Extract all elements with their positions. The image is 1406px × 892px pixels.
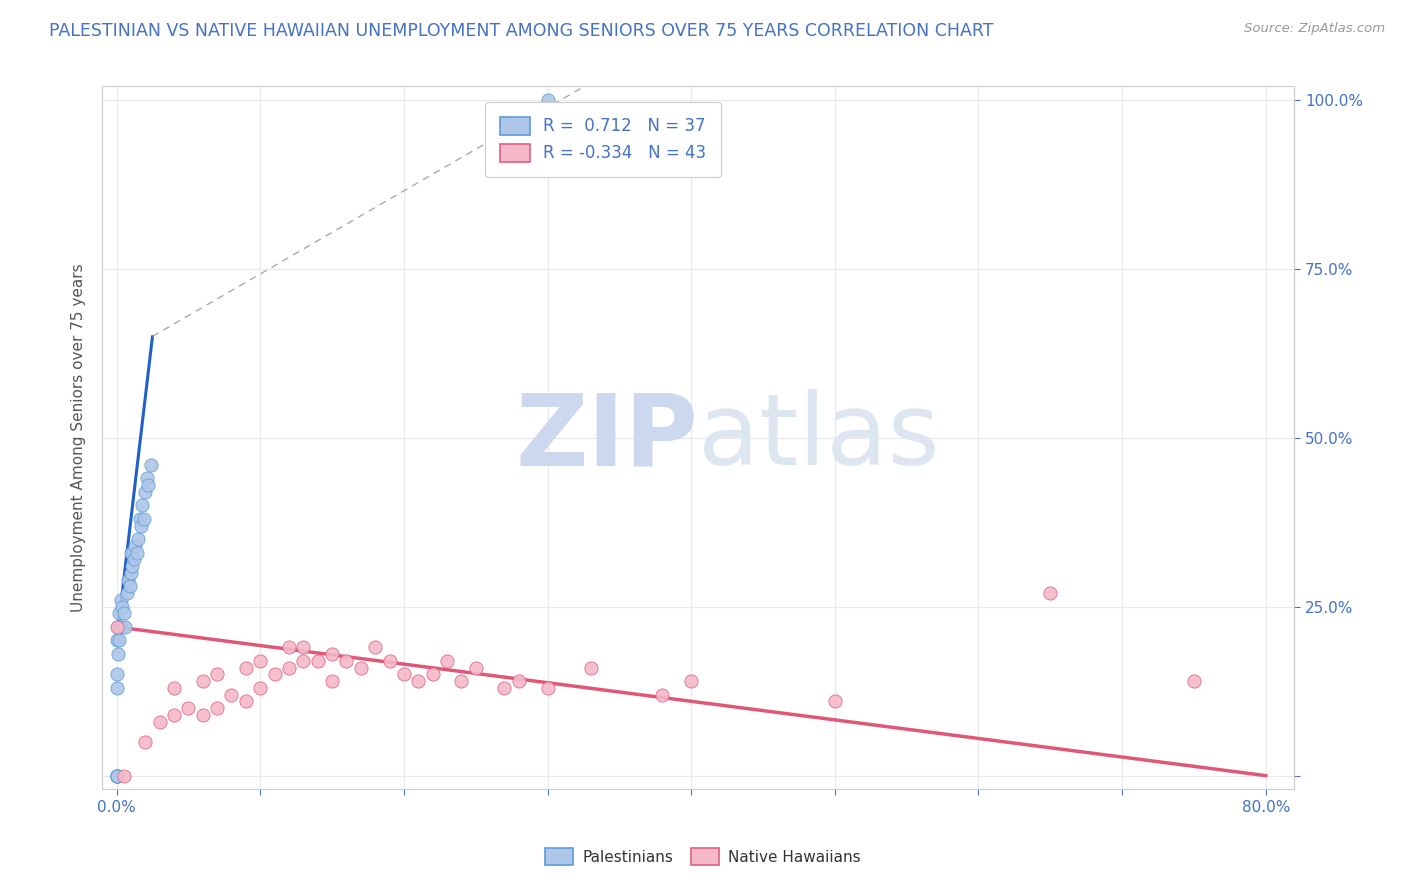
Point [112, 769, 135, 783]
Point [464, 660, 486, 674]
Point [105, 667, 128, 681]
Point [127, 532, 149, 546]
Point [205, 701, 228, 715]
Point [111, 599, 134, 614]
Point [105, 769, 128, 783]
Point [579, 660, 602, 674]
Point [205, 667, 228, 681]
Point [131, 499, 153, 513]
Point [114, 620, 136, 634]
Point [263, 667, 285, 681]
Point [117, 573, 139, 587]
Point [136, 478, 159, 492]
Point [292, 654, 315, 668]
Point [191, 673, 214, 688]
Point [422, 667, 444, 681]
Point [536, 93, 558, 107]
Point [128, 512, 150, 526]
Point [105, 769, 128, 783]
Point [278, 660, 301, 674]
Point [508, 673, 530, 688]
Point [120, 546, 142, 560]
Point [108, 633, 131, 648]
Point [121, 559, 143, 574]
Text: PALESTINIAN VS NATIVE HAWAIIAN UNEMPLOYMENT AMONG SENIORS OVER 75 YEARS CORRELAT: PALESTINIAN VS NATIVE HAWAIIAN UNEMPLOYM… [49, 22, 994, 40]
Point [135, 471, 157, 485]
Point [105, 769, 128, 783]
Text: atlas: atlas [699, 389, 941, 486]
Point [392, 667, 415, 681]
Point [364, 640, 387, 655]
Point [105, 620, 128, 634]
Point [292, 640, 315, 655]
Legend: Palestinians, Native Hawaiians: Palestinians, Native Hawaiians [540, 842, 866, 871]
Point [681, 673, 703, 688]
Point [110, 620, 132, 634]
Point [132, 512, 155, 526]
Point [536, 681, 558, 695]
Point [494, 681, 516, 695]
Point [235, 660, 257, 674]
Point [249, 654, 271, 668]
Point [107, 647, 129, 661]
Point [134, 735, 156, 749]
Point [134, 484, 156, 499]
Point [124, 539, 146, 553]
Point [1182, 673, 1205, 688]
Point [278, 640, 301, 655]
Point [824, 694, 846, 708]
Point [651, 688, 673, 702]
Point [105, 633, 128, 648]
Point [125, 546, 148, 560]
Point [129, 518, 152, 533]
Text: Source: ZipAtlas.com: Source: ZipAtlas.com [1244, 22, 1385, 36]
Point [118, 579, 141, 593]
Point [378, 654, 401, 668]
Point [450, 673, 472, 688]
Point [105, 681, 128, 695]
Point [221, 688, 243, 702]
Point [191, 707, 214, 722]
Point [406, 673, 429, 688]
Point [436, 654, 458, 668]
Point [1039, 586, 1062, 600]
Point [107, 620, 129, 634]
Point [105, 769, 128, 783]
Text: ZIP: ZIP [516, 389, 699, 486]
Point [105, 769, 128, 783]
Point [350, 660, 373, 674]
Point [110, 593, 132, 607]
Point [115, 586, 138, 600]
Y-axis label: Unemployment Among Seniors over 75 years: Unemployment Among Seniors over 75 years [72, 263, 86, 612]
Point [163, 707, 186, 722]
Point [120, 566, 142, 580]
Point [321, 647, 343, 661]
Point [235, 694, 257, 708]
Point [321, 673, 343, 688]
Legend: R =  0.712   N = 37, R = -0.334   N = 43: R = 0.712 N = 37, R = -0.334 N = 43 [485, 102, 721, 178]
Point [335, 654, 357, 668]
Point [122, 552, 145, 566]
Point [163, 681, 186, 695]
Point [177, 701, 200, 715]
Point [112, 607, 135, 621]
Point [307, 654, 329, 668]
Point [249, 681, 271, 695]
Point [149, 714, 172, 729]
Point [108, 607, 131, 621]
Point [139, 458, 162, 472]
Point [105, 769, 128, 783]
